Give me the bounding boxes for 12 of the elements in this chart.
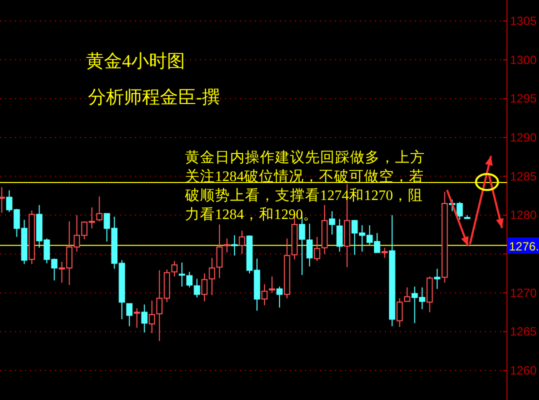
y-tick-label: 1265 (510, 324, 538, 339)
y-tick-label: 1270 (510, 286, 538, 300)
text: 分析师程金臣-撰 (88, 86, 220, 109)
text: 黄金4小时图 (86, 50, 185, 73)
y-tick-label: 1260 (510, 363, 538, 378)
y-tick-label: 1290 (510, 130, 538, 144)
y-tick-label: 1285 (510, 169, 538, 184)
y-tick-label: 1295 (510, 92, 538, 106)
y-tick-label: 1280 (510, 208, 538, 222)
y-tick-label: 1300 (510, 52, 538, 67)
y-tick-label: 1305 (510, 14, 538, 28)
ref-line-label: 1276. (509, 239, 539, 254)
